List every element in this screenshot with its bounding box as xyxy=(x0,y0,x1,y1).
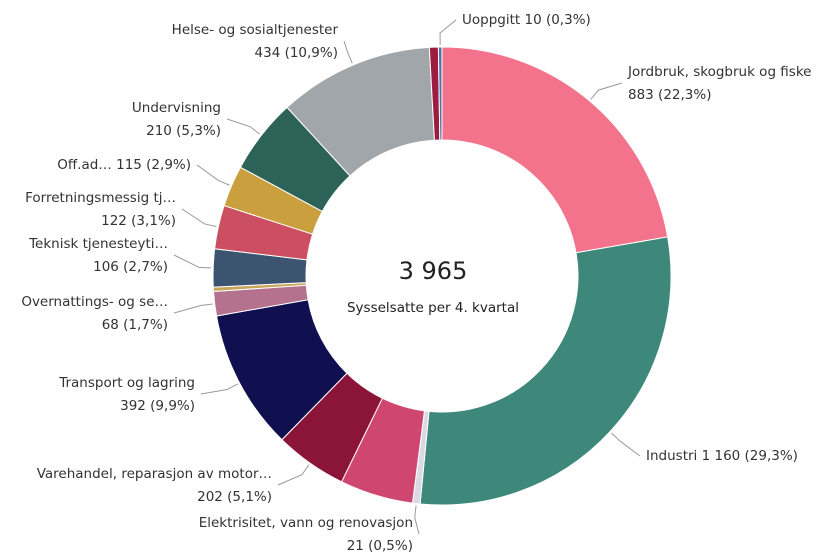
donut-slice xyxy=(441,46,669,254)
leader-line xyxy=(590,82,623,100)
slice-label: Industri 1 160 (29,3%) xyxy=(646,448,798,464)
leader-line xyxy=(226,118,260,135)
slice-name: Overnattings- og se… xyxy=(21,294,168,310)
slice-name: Off.ad… xyxy=(57,157,112,173)
slice-name: Transport og lagring xyxy=(58,375,195,391)
slice-value: 21 (0,5%) xyxy=(347,538,413,552)
slice-name: Jordbruk, skogbruk og fiske xyxy=(627,64,811,80)
leader-line xyxy=(611,432,641,457)
leader-line xyxy=(439,19,457,46)
slice-value: 10 (0,3%) xyxy=(524,12,590,28)
slice-value: 392 (9,9%) xyxy=(120,398,195,414)
leader-line xyxy=(414,505,420,535)
slice-value: 122 (3,1%) xyxy=(101,213,176,229)
donut-slice xyxy=(437,46,443,141)
slice-value: 106 (2,7%) xyxy=(93,259,168,275)
slice-value: 1 160 (29,3%) xyxy=(702,448,798,464)
slice-label: Off.ad… 115 (2,9%) xyxy=(57,157,191,173)
slice-value: 883 (22,3%) xyxy=(628,87,711,103)
slice-name: Uoppgitt xyxy=(462,12,520,28)
slice-name: Industri xyxy=(646,448,697,464)
leader-line xyxy=(196,164,230,186)
donut-slice xyxy=(419,236,672,506)
slice-name: Elektrisitet, vann og renovasjon xyxy=(199,515,413,531)
leader-line xyxy=(173,303,213,314)
center-value: 3 965 xyxy=(399,257,468,285)
leader-line xyxy=(277,464,310,486)
leader-line xyxy=(173,254,212,269)
slice-label: Uoppgitt 10 (0,3%) xyxy=(462,12,591,28)
slice-value: 434 (10,9%) xyxy=(255,45,338,61)
slice-name: Forretningsmessig tj… xyxy=(25,190,176,206)
leader-line xyxy=(200,383,238,395)
leader-line xyxy=(343,40,353,64)
slice-value: 115 (2,9%) xyxy=(116,157,191,173)
slice-value: 202 (5,1%) xyxy=(197,489,272,505)
slice-name: Teknisk tjenesteyti… xyxy=(28,236,168,252)
slice-name: Helse- og sosialtjenester xyxy=(172,22,339,38)
slice-name: Undervisning xyxy=(132,100,221,116)
slice-name: Varehandel, reparasjon av motor… xyxy=(37,466,272,482)
leader-line xyxy=(181,208,217,227)
center-subtitle: Sysselsatte per 4. kvartal xyxy=(347,300,519,316)
slice-value: 68 (1,7%) xyxy=(102,317,168,333)
slice-value: 210 (5,3%) xyxy=(146,123,221,139)
